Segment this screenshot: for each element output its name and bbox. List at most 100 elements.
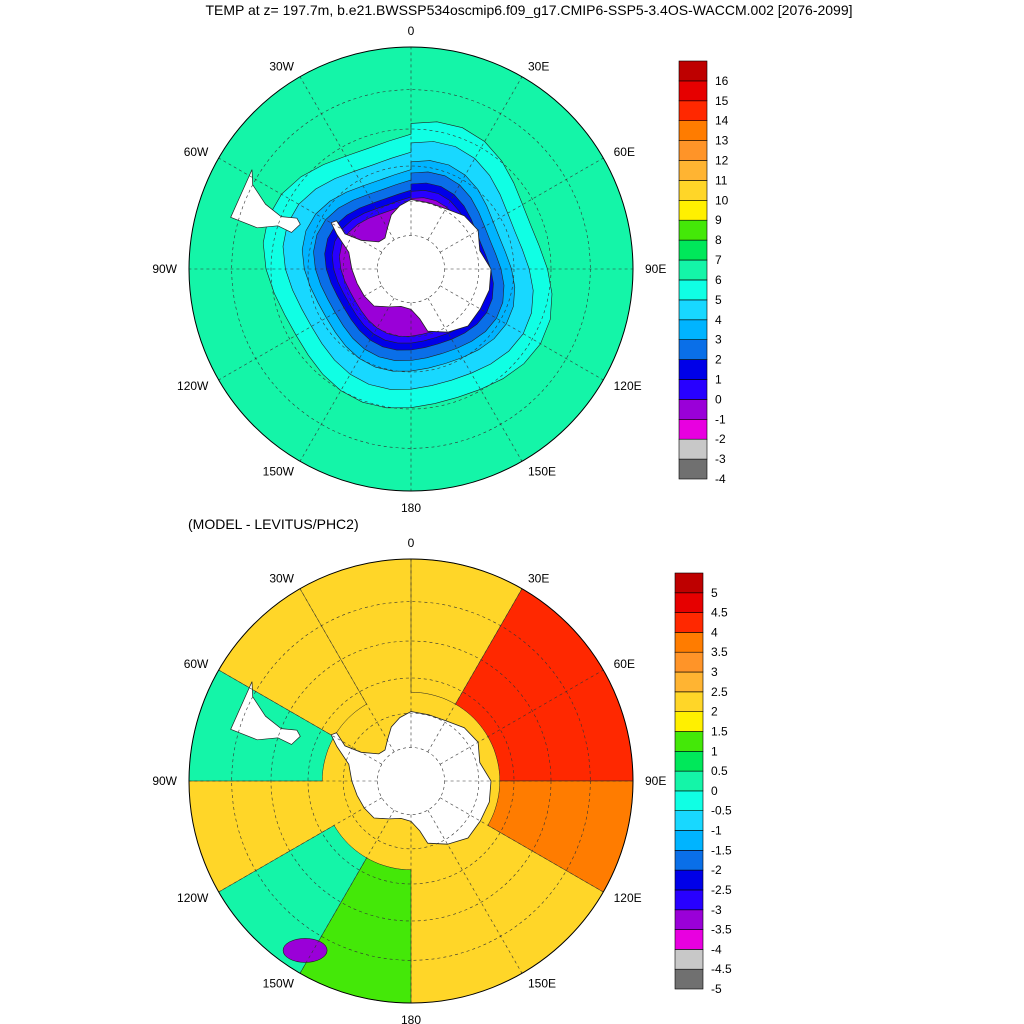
difference-colorbar: -5 -4.5 -4 -3.5 -3 -2.5 -2 -1.5 -1 -0.5 0 0.5 1 1.5 2 2… (674, 572, 732, 996)
colorbar-swatch (678, 319, 708, 340)
colorbar-swatch (674, 968, 704, 990)
colorbar-tick-label: -0.5 (711, 804, 732, 818)
antarctica-landmass (330, 711, 492, 845)
colorbar-tick-label: 0 (715, 392, 722, 406)
colorbar-swatch (678, 418, 708, 440)
colorbar-tick-label: -4 (711, 942, 722, 956)
latitude-gridline (307, 677, 515, 885)
longitude-label: 0 (408, 536, 415, 550)
colorbar-tick-label: 3 (715, 333, 722, 347)
colorbar-swatch (674, 691, 704, 713)
colorbar-swatch (678, 180, 708, 201)
colorbar-tick-label: 1 (711, 744, 718, 758)
colorbar-tick-label: 12 (715, 154, 729, 168)
meridian-gridline (299, 76, 395, 241)
colorbar-tick-label: 8 (715, 233, 722, 247)
colorbar-swatch (678, 219, 708, 241)
colorbar-tick-label: 16 (715, 74, 729, 88)
meridian-gridline (427, 76, 523, 241)
colorbar-tick-label: -1 (711, 824, 722, 838)
colorbar-swatch (674, 929, 704, 950)
meridian-gridline (218, 669, 383, 765)
colorbar-swatch (678, 399, 708, 420)
colorbar-swatch (678, 458, 708, 480)
colorbar-tick-label: -1 (715, 412, 726, 426)
colorbar-swatch (674, 671, 704, 693)
colorbar-tick-label: 0 (711, 784, 718, 798)
longitude-label: 150E (528, 977, 556, 991)
colorbar-tick-label: -1.5 (711, 843, 732, 857)
colorbar-tick-label: 6 (715, 273, 722, 287)
meridian-gridline (218, 157, 383, 253)
colorbar-swatch (678, 120, 708, 141)
meridian-gridline (299, 588, 395, 753)
longitude-label: 60W (184, 145, 209, 159)
main-title: TEMP at z= 197.7m, b.e21.BWSSP534oscmip6… (205, 2, 852, 18)
meridian-gridline (439, 797, 604, 893)
colorbar-swatch (678, 359, 708, 380)
map-boundary (188, 46, 634, 492)
colorbar-tick-label: 13 (715, 134, 729, 148)
meridian-gridline (439, 285, 604, 381)
colorbar-swatch (678, 379, 708, 400)
colorbar-swatch (678, 100, 708, 122)
meridian-gridline (299, 297, 395, 462)
colorbar-tick-label: 1.5 (711, 725, 728, 739)
latitude-gridline (342, 200, 480, 338)
colorbar-swatch (678, 299, 708, 321)
colorbar-tick-label: 10 (715, 193, 729, 207)
longitude-label: 120E (614, 891, 642, 905)
longitude-label: 180 (401, 1013, 421, 1024)
longitude-label: 150W (263, 465, 295, 479)
latitude-gridline (342, 712, 480, 850)
colorbar-tick-label: 1 (715, 373, 722, 387)
colorbar-swatch (674, 632, 704, 653)
colorbar-tick-label: 2 (715, 353, 722, 367)
colorbar-tick-label: 3 (711, 665, 718, 679)
meridian-gridline (218, 285, 383, 381)
colorbar-swatch (674, 651, 704, 673)
colorbar-swatch (674, 612, 704, 633)
colorbar-tick-label: 4 (715, 313, 722, 327)
colorbar-tick-label: -3 (711, 903, 722, 917)
longitude-label: 30W (269, 571, 294, 585)
longitude-label: 150E (528, 465, 556, 479)
colorbar-tick-label: 4.5 (711, 606, 728, 620)
longitude-label: 150W (263, 977, 295, 991)
map-boundary (188, 558, 634, 1004)
longitude-label: 30E (528, 571, 549, 585)
colorbar-swatch (678, 239, 708, 261)
colorbar-tick-label: -2 (715, 432, 726, 446)
longitude-label: 30E (528, 59, 549, 73)
longitude-label: 90E (645, 262, 666, 276)
longitude-label: 120E (614, 379, 642, 393)
colorbar-swatch (674, 849, 704, 871)
longitude-label: 90E (645, 774, 666, 788)
colorbar-tick-label: 5 (715, 293, 722, 307)
colorbar-swatch (678, 438, 708, 460)
colorbar-tick-label: -4.5 (711, 962, 732, 976)
meridian-gridline (427, 588, 523, 753)
longitude-label: 90W (152, 774, 177, 788)
difference-panel-title: (MODEL - LEVITUS/PHC2) (188, 516, 359, 532)
colorbar-swatch (674, 790, 704, 812)
colorbar-tick-label: 3.5 (711, 645, 728, 659)
colorbar-swatch (674, 949, 704, 970)
colorbar-tick-label: -5 (711, 982, 722, 996)
meridian-gridline (439, 157, 604, 253)
longitude-label: 60E (614, 145, 635, 159)
colorbar-swatch (678, 140, 708, 161)
colorbar-swatch (678, 160, 708, 181)
colorbar-tick-label: 0.5 (711, 764, 728, 778)
longitude-label: 60W (184, 657, 209, 671)
colorbar-tick-label: 7 (715, 253, 722, 267)
colorbar-tick-label: -3.5 (711, 923, 732, 937)
colorbar-tick-label: -2.5 (711, 883, 732, 897)
colorbar-swatch (674, 889, 704, 911)
colorbar-tick-label: -2 (711, 863, 722, 877)
latitude-gridline (270, 640, 552, 922)
colorbar-swatch (674, 731, 704, 752)
colorbar-swatch (678, 339, 708, 360)
